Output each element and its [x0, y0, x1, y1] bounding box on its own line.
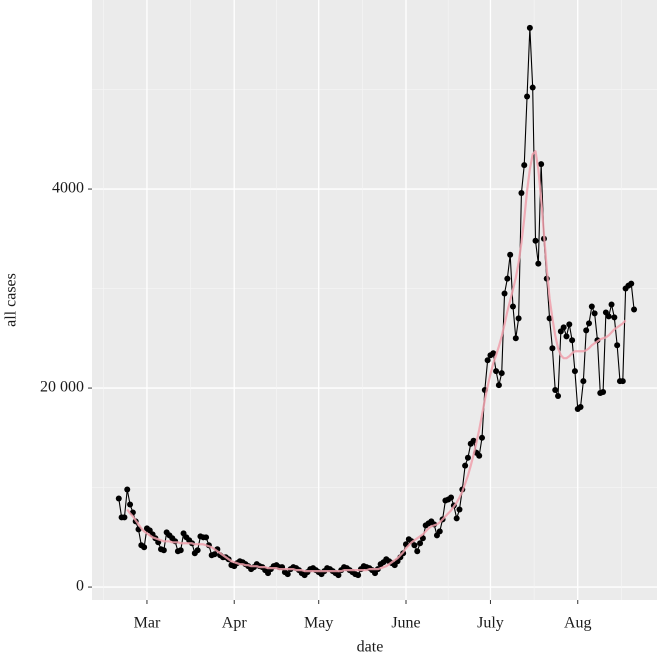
data-point	[411, 542, 418, 549]
data-point	[524, 93, 531, 100]
data-point	[498, 370, 505, 377]
data-point	[512, 335, 519, 342]
data-point	[535, 260, 542, 267]
data-point	[479, 434, 486, 441]
data-point	[611, 314, 618, 321]
data-point	[566, 321, 573, 328]
data-point	[583, 327, 590, 334]
data-point	[591, 310, 598, 317]
data-point	[141, 544, 148, 551]
data-point	[464, 454, 471, 461]
data-point	[484, 357, 491, 364]
data-point	[571, 368, 578, 375]
data-point	[160, 547, 167, 554]
data-point	[538, 161, 545, 168]
data-point	[490, 350, 497, 357]
data-point	[121, 514, 128, 521]
data-point	[532, 237, 539, 244]
data-point	[521, 162, 528, 169]
data-point	[600, 389, 607, 396]
x-tick-label: Mar	[134, 615, 161, 632]
data-point	[509, 303, 516, 310]
data-point	[563, 333, 570, 340]
y-axis-title: all cases	[3, 273, 20, 327]
data-point	[631, 306, 638, 313]
data-point	[555, 393, 562, 400]
data-point	[194, 547, 201, 554]
data-point	[493, 368, 500, 375]
x-tick-label: Apr	[222, 615, 248, 632]
x-tick-label: June	[391, 615, 420, 632]
data-point	[560, 324, 567, 331]
data-point	[608, 301, 615, 308]
data-point	[526, 24, 533, 31]
data-point	[569, 337, 576, 344]
x-tick-label: July	[477, 615, 504, 632]
data-point	[529, 84, 536, 91]
data-point	[284, 571, 291, 578]
x-tick-label: Aug	[564, 615, 592, 632]
series-line	[126, 150, 627, 573]
x-tick-label: May	[304, 615, 333, 632]
data-point	[476, 452, 483, 459]
data-point	[605, 313, 612, 320]
data-point	[335, 572, 342, 579]
data-point	[203, 534, 210, 541]
data-point	[507, 251, 514, 258]
data-point	[453, 515, 460, 522]
data-point	[504, 275, 511, 282]
data-point	[518, 190, 525, 197]
plot-panel	[92, 0, 657, 600]
data-point	[614, 342, 621, 349]
y-tick-label: 20 000	[40, 379, 84, 396]
y-tick-label: 0	[76, 578, 84, 595]
data-point	[127, 501, 134, 508]
data-point	[124, 486, 131, 493]
data-point	[501, 290, 508, 297]
data-point	[462, 462, 469, 469]
data-point	[417, 540, 424, 547]
data-point	[419, 535, 426, 542]
data-point	[515, 315, 522, 322]
x-axis-title: date	[357, 639, 384, 656]
data-point	[115, 495, 122, 502]
data-point	[628, 280, 635, 287]
data-point	[495, 382, 502, 389]
data-point	[177, 547, 184, 554]
data-point	[619, 378, 626, 385]
data-point	[586, 320, 593, 327]
data-point	[436, 528, 443, 535]
data-point	[448, 494, 455, 501]
data-point	[456, 506, 463, 513]
data-point	[211, 551, 218, 558]
data-point	[588, 303, 595, 310]
data-point	[552, 387, 559, 394]
data-point	[414, 548, 421, 555]
data-point	[580, 378, 587, 385]
data-point	[470, 437, 477, 444]
data-point	[549, 345, 556, 352]
data-point	[577, 403, 584, 410]
y-tick-label: 4000	[52, 180, 84, 197]
data-point	[355, 572, 362, 579]
